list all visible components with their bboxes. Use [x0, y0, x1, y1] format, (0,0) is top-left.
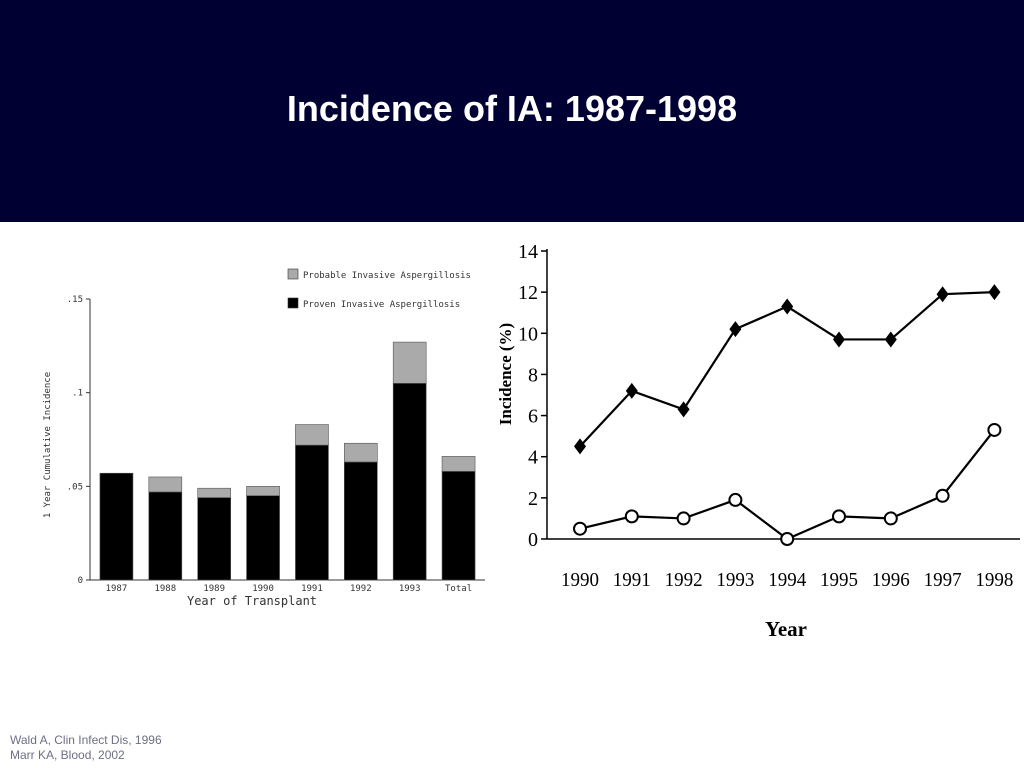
bar-segment	[246, 486, 280, 496]
bar-segment	[246, 495, 280, 581]
circle-marker	[573, 521, 587, 536]
bar-chart-x-tick-label: 1993	[399, 584, 421, 594]
citations: Wald A, Clin Infect Dis, 1996 Marr KA, B…	[10, 733, 162, 763]
circle-marker	[935, 488, 950, 503]
bar-segment	[392, 383, 427, 581]
bar-chart-x-axis-label: Year of Transplant	[187, 594, 317, 608]
series-line	[579, 429, 996, 541]
bar-chart-x-tick-label: 1989	[203, 584, 225, 594]
line-chart-y-tick-label: 0	[528, 529, 538, 551]
legend-label: Proven Invasive Aspergillosis	[303, 300, 460, 310]
line-chart-x-tick-label: 1998	[975, 569, 1013, 591]
legend-label: Probable Invasive Aspergillosis	[303, 271, 471, 281]
circle-marker	[987, 422, 1002, 437]
bar-chart-x-tick-label: 1992	[350, 584, 372, 594]
circle-marker	[832, 509, 846, 524]
line-chart-y-axis-label: Incidence (%)	[496, 323, 515, 425]
bar-chart-x-tick-label: 1990	[252, 584, 274, 594]
diamond-marker	[833, 331, 845, 348]
diamond-marker	[936, 286, 949, 303]
bar-chart-y-tick-label: .15	[67, 295, 83, 305]
bar-segment	[295, 424, 329, 446]
bar-segment	[392, 341, 427, 384]
bar-segment	[295, 444, 329, 581]
bar-chart-y-tick-label: .05	[67, 482, 83, 492]
bar-segment	[441, 456, 476, 472]
citation-line: Marr KA, Blood, 2002	[10, 748, 125, 762]
bar-chart-y-axis-label: 1 Year Cumulative Incidence	[43, 372, 53, 518]
bar-segment	[344, 461, 378, 581]
bar-chart-x-tick-label: 1987	[106, 584, 128, 594]
line-chart-y-tick-label: 10	[518, 323, 538, 345]
line-chart-y-tick-labels: 0 2 4 6 8 10 12 14	[518, 241, 538, 551]
line-chart-x-axis-label: Year	[765, 617, 807, 641]
diamond-marker	[729, 321, 742, 338]
line-chart-y-tick-label: 2	[528, 488, 538, 510]
line-chart-y-tick-label: 6	[528, 406, 538, 428]
diamond-marker	[884, 331, 897, 348]
citation-line: Wald A, Clin Infect Dis, 1996	[10, 733, 162, 747]
bar-segment	[344, 442, 378, 463]
legend-swatch	[287, 268, 299, 280]
line-chart-x-tick-label: 1993	[716, 569, 754, 591]
diamond-marker	[781, 298, 794, 315]
bar-chart-x-tick-labels: 1987 1988 1989 1990 1991 1992 1993 Total	[106, 584, 473, 594]
line-chart-x-tick-label: 1995	[820, 569, 858, 591]
bar-segment	[197, 497, 231, 581]
diamond-marker	[677, 401, 690, 418]
line-chart: Incidence (%) Year 1990 1991 1992 1993 1994 1…	[496, 241, 1020, 641]
line-chart-y-tick-label: 8	[528, 364, 538, 386]
line-chart-x-tick-label: 1997	[924, 569, 962, 591]
circle-marker	[780, 532, 795, 546]
title-bar	[0, 0, 1024, 222]
bar-chart-y-tick-label: 0	[78, 576, 83, 586]
bar-chart-x-tick-label: Total	[445, 584, 472, 594]
line-chart-y-tick-label: 14	[518, 241, 538, 263]
line-chart-y-tick-label: 12	[518, 282, 538, 304]
circle-marker	[883, 511, 898, 526]
line-chart-x-tick-label: 1994	[768, 569, 806, 591]
bar-chart-y-tick-label: .1	[72, 389, 83, 399]
diamond-marker	[574, 438, 586, 455]
bar-segment	[148, 491, 183, 581]
line-chart-x-tick-labels: 1990 1991 1992 1993 1994 1995 1996 1997 1998	[561, 569, 1013, 591]
series-line	[579, 291, 995, 448]
line-chart-x-tick-label: 1996	[872, 569, 910, 591]
line-chart-x-tick-label: 1991	[613, 569, 651, 591]
line-chart-series	[573, 284, 1002, 546]
bar-chart-x-tick-label: 1991	[301, 584, 323, 594]
stacked-bar-chart: 1 Year Cumulative Incidence Year of Tran…	[43, 268, 485, 608]
bar-segment	[197, 487, 231, 498]
diamond-marker	[625, 382, 638, 399]
bar-chart-y-tick-labels: 0 .05 .1 .15	[67, 295, 83, 586]
circle-marker	[676, 511, 691, 526]
bar-segment	[99, 472, 134, 581]
bar-segment	[441, 471, 476, 581]
line-chart-y-tick-label: 4	[528, 447, 538, 469]
circle-marker	[728, 492, 743, 507]
bar-chart-legend: Probable Invasive Aspergillosis Proven In…	[287, 268, 471, 310]
legend-swatch	[287, 297, 299, 309]
slide-title: Incidence of IA: 1987-1998	[286, 88, 738, 129]
bar-chart-x-tick-label: 1988	[154, 584, 176, 594]
circle-marker	[624, 509, 639, 524]
line-chart-x-tick-label: 1992	[665, 569, 703, 591]
line-chart-x-tick-label: 1990	[561, 569, 599, 591]
bar-chart-bars	[99, 341, 476, 581]
diamond-marker	[988, 284, 1001, 301]
bar-segment	[148, 476, 183, 493]
